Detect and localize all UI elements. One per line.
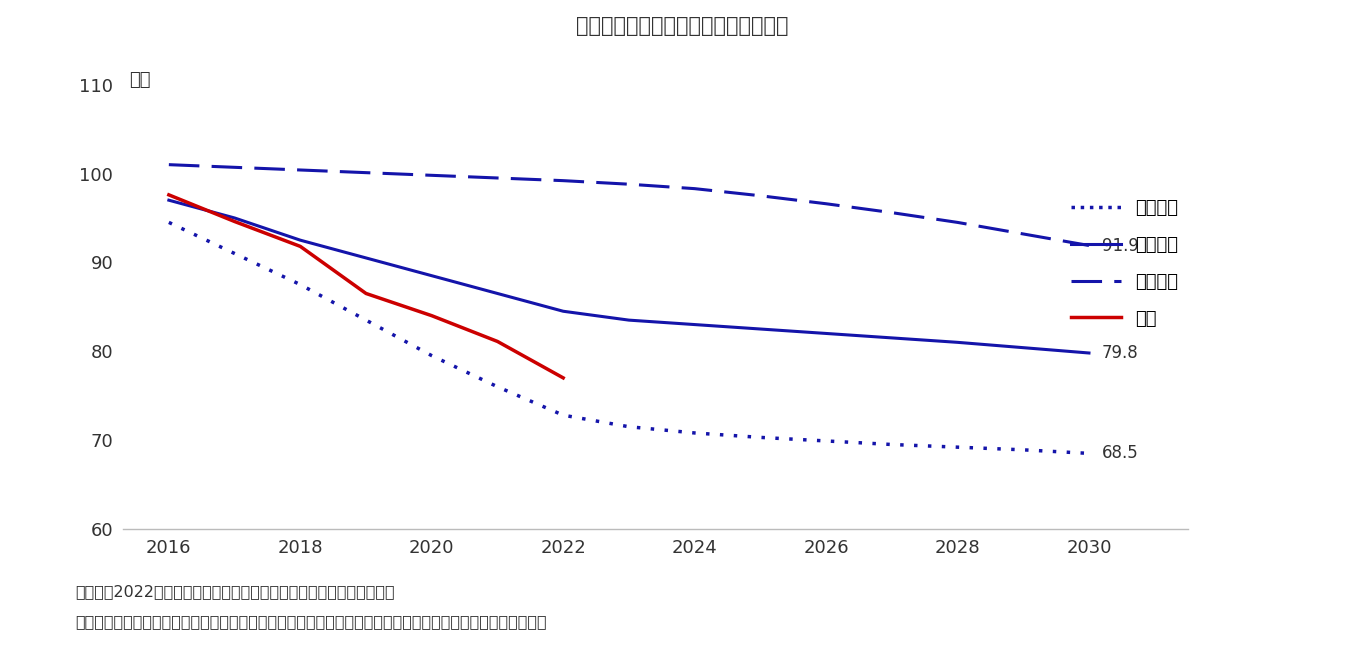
Text: 図表１　出生数の実績値および予測値: 図表１ 出生数の実績値および予測値 xyxy=(576,16,789,36)
Text: 68.5: 68.5 xyxy=(1102,444,1138,462)
Text: （資料）　国立社会保障人口問題研究所「日本の将来推計人口」および厚生労働省「人口動態調査」より作成: （資料） 国立社会保障人口問題研究所「日本の将来推計人口」および厚生労働省「人口… xyxy=(75,614,547,629)
Text: 万人: 万人 xyxy=(130,72,152,90)
Legend: 低位予測, 中位予測, 高位予測, 実績: 低位予測, 中位予測, 高位予測, 実績 xyxy=(1070,199,1178,328)
Text: （注）　2022年は速報値をもとに日本人人口を考慮して推計したもの: （注） 2022年は速報値をもとに日本人人口を考慮して推計したもの xyxy=(75,584,394,599)
Text: 79.8: 79.8 xyxy=(1102,344,1138,362)
Text: 91.9: 91.9 xyxy=(1102,237,1138,255)
